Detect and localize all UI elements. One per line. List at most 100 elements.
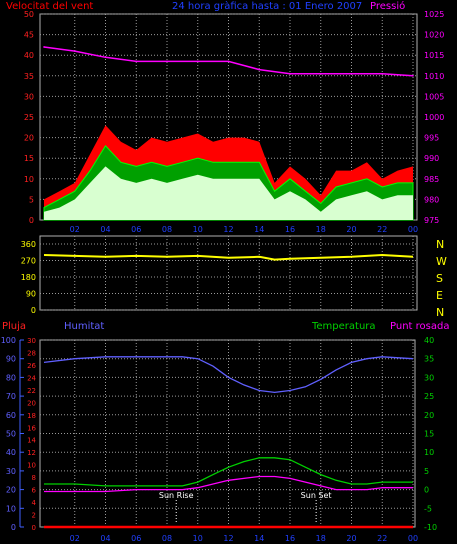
left-tick-label: 30 — [24, 92, 34, 101]
rain-tick-label: 16 — [27, 424, 36, 432]
temperature-tick-label: -5 — [424, 504, 432, 513]
rain-tick-label: 10 — [27, 462, 36, 470]
x-tick-label: 02 — [70, 225, 80, 234]
temperature-tick-label: 40 — [424, 336, 434, 345]
left-ticks-1: 0 5 10 15 20 25 30 35 40 45 50 — [24, 10, 34, 225]
x-tick-label: 00 — [408, 225, 418, 234]
x-tick-label: 04 — [100, 225, 110, 234]
left-tick-label: 50 — [24, 10, 34, 19]
x-tick-label: 08 — [162, 225, 172, 234]
pressure-point — [104, 56, 107, 59]
compass-label: N — [436, 306, 444, 319]
direction-tick-label: 0 — [31, 306, 36, 315]
pressure-point — [43, 46, 45, 48]
humidity-tick-label: 100 — [1, 336, 16, 345]
temperature-tick-label: 35 — [424, 355, 434, 364]
x-tick-label: 12 — [223, 225, 233, 234]
humidity-tick-label: 70 — [6, 392, 16, 401]
sun-annotations: Sun Rise Sun Set — [159, 491, 332, 523]
right-tick-label: 990 — [424, 154, 439, 163]
x-tick-label: 02 — [70, 534, 80, 543]
rain-tick-label: 26 — [27, 362, 36, 370]
pressure-point — [166, 60, 168, 63]
left-tick-label: 40 — [24, 51, 34, 60]
pressure-point — [381, 72, 384, 75]
right-tick-label: 1000 — [424, 113, 444, 122]
right-tick-label: 1010 — [424, 72, 444, 81]
temp-line — [44, 475, 413, 493]
direction-tick-label: 270 — [21, 257, 36, 266]
pressure-point — [227, 60, 230, 63]
left-tick-label: 35 — [24, 72, 34, 81]
right-tick-label: 1015 — [424, 51, 444, 60]
humidity-tick-label: 40 — [6, 448, 16, 457]
x-tick-label: 06 — [131, 225, 141, 234]
rain-tick-label: 0 — [32, 524, 36, 532]
temperature-tick-label: 5 — [424, 467, 429, 476]
x-tick-label: 00 — [408, 534, 418, 543]
humidity-tick-label: 10 — [6, 504, 16, 513]
rain-tick-label: 24 — [27, 374, 36, 382]
sun-label: Sun Set — [301, 491, 332, 500]
left-tick-label: 5 — [29, 195, 34, 204]
rain-tick-label: 8 — [32, 474, 36, 482]
series-1 — [43, 46, 414, 221]
x-tick-label: 22 — [377, 534, 387, 543]
right-axis-label: Pressió — [370, 0, 405, 12]
rain-tick-label: 6 — [32, 487, 37, 495]
series-2 — [43, 253, 414, 261]
left-tick-label: 25 — [24, 113, 34, 122]
humidity-tick-label: 60 — [6, 411, 16, 420]
temperature-tick-label: 10 — [424, 448, 434, 457]
temperature-label: Temperatura — [311, 321, 376, 332]
rain-tick-label: 30 — [27, 337, 36, 345]
x-tick-label: 18 — [316, 534, 326, 543]
compass-label: N — [436, 238, 444, 251]
x-ticks-1: 02 04 06 08 10 12 14 16 18 20 22 00 — [70, 225, 418, 234]
temp-line — [44, 457, 413, 487]
pressure-point — [289, 72, 291, 75]
direction-tick-label: 360 — [21, 240, 36, 249]
x-tick-label: 16 — [285, 534, 295, 543]
temperature-tick-label: 15 — [424, 430, 434, 439]
wind-area — [44, 166, 413, 220]
humidity-tick-label: 90 — [6, 355, 16, 364]
grid-2 — [40, 236, 417, 311]
humidity-tick-label: 30 — [6, 467, 16, 476]
humidity-line — [43, 356, 414, 394]
left-tick-label: 15 — [24, 154, 34, 163]
x-tick-label: 10 — [193, 534, 203, 543]
left-tick-label: 20 — [24, 134, 34, 143]
humidity-label: Humitat — [64, 321, 104, 332]
x-tick-label: 20 — [346, 225, 356, 234]
humidity-ticks: 0 10 20 30 40 50 60 70 80 90 100 — [1, 336, 24, 532]
pressure-point — [73, 50, 76, 52]
x-tick-label: 14 — [254, 534, 264, 543]
chart-title: 24 hora gràfica hasta : 01 Enero 2007 — [172, 0, 362, 12]
left-tick-label: 0 — [29, 216, 34, 225]
humidity-tick-label: 20 — [6, 486, 16, 495]
wind-pressure-chart: Velocitat del vent 24 hora gràfica hasta… — [6, 0, 444, 234]
humidity-tick-label: 0 — [11, 523, 16, 532]
x-tick-label: 04 — [100, 534, 110, 543]
compass-label: E — [436, 289, 443, 302]
left-axis-label: Velocitat del vent — [6, 1, 93, 12]
x-tick-label: 20 — [346, 534, 356, 543]
humidity-tick-label: 80 — [6, 373, 16, 382]
x-tick-label: 22 — [377, 225, 387, 234]
pressure-point — [412, 75, 414, 77]
x-tick-label: 10 — [193, 225, 203, 234]
series-3 — [43, 356, 414, 529]
grid-3 — [40, 339, 415, 528]
temperature-tick-label: -10 — [424, 523, 437, 532]
right-tick-label: 1005 — [424, 92, 444, 101]
rain-tick-label: 14 — [27, 437, 36, 445]
pressure-point — [350, 72, 353, 75]
right-tick-label: 1020 — [424, 31, 444, 40]
x-tick-label: 16 — [285, 225, 295, 234]
left-tick-label: 10 — [24, 175, 34, 184]
